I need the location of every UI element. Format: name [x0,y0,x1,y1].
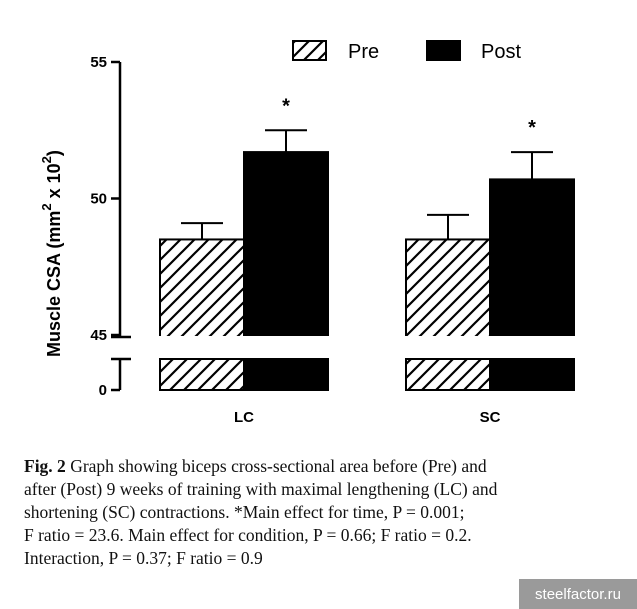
significance-marker-sc: * [528,117,536,139]
y-tick-label-0: 0 [99,382,107,399]
bar-pre-sc-lower [405,358,491,391]
caption-fig-label: Fig. 2 [24,456,66,476]
y-tick-label-45: 45 [90,327,107,344]
figure-caption: Fig. 2 Graph showing biceps cross-sectio… [24,455,614,570]
axis-break-gap [150,336,590,358]
bar-pre-lc-lower [159,358,245,391]
x-category-label-sc: SC [480,409,501,426]
caption-line-2: after (Post) 9 weeks of training with ma… [24,479,498,499]
y-axis: 0 45 50 55 [90,54,131,399]
bar-post-sc-lower [489,358,575,391]
caption-line-4: F ratio = 23.6. Main effect for conditio… [24,525,472,545]
caption-line-3: shortening (SC) contractions. *Main effe… [24,502,465,522]
legend-swatch-post [426,40,461,61]
legend-swatch-pre [292,40,327,61]
x-axis-categories: LC SC [234,409,501,426]
y-tick-label-55: 55 [90,54,107,71]
caption-line-1: Graph showing biceps cross-sectional are… [65,456,487,476]
bar-pre-sc-upper [405,238,491,344]
bar-pre-lc-upper [159,238,245,344]
legend: Pre Post [292,40,521,63]
chart: Pre Post Muscle CSA (mm2 x 102) ** 04550… [39,40,590,426]
bar-post-lc-lower [243,358,329,391]
significance-marker-lc: * [282,95,290,117]
legend-label-post: Post [481,41,521,63]
x-category-label-lc: LC [234,409,254,426]
bar-post-lc-upper [243,151,329,344]
legend-label-pre: Pre [348,41,379,63]
watermark: steelfactor.ru [519,579,637,609]
y-axis-label: Muscle CSA (mm2 x 102) [39,150,64,357]
y-tick-label-50: 50 [90,191,107,208]
caption-line-5: Interaction, P = 0.37; F ratio = 0.9 [24,548,263,568]
bar-post-sc-upper [489,178,575,344]
bars: ** [150,95,590,391]
